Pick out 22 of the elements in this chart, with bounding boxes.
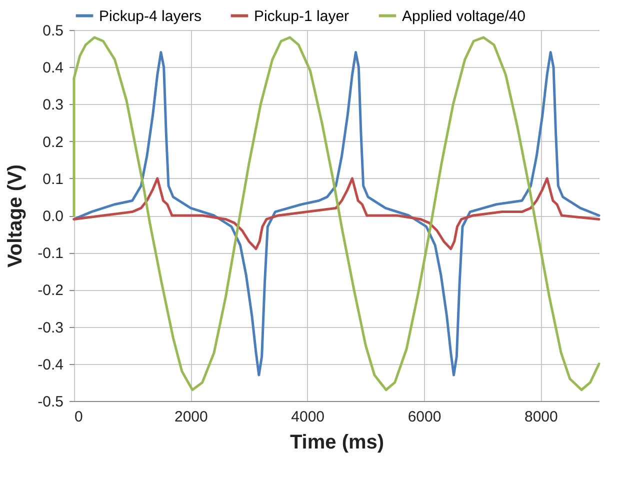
y-tick-label: 0.4	[42, 60, 64, 77]
y-tick-label: -0.4	[38, 356, 64, 374]
y-tick-label: 0.2	[42, 134, 64, 151]
line-series	[72, 177, 600, 250]
y-tick-label: -0.2	[38, 282, 64, 300]
y-tick-label: -0.3	[38, 319, 64, 336]
x-tick-label: 4000	[291, 408, 325, 426]
x-tick-label: 6000	[408, 408, 442, 426]
legend-label: Pickup-1 layer	[254, 8, 350, 25]
y-tick-label: 0.5	[42, 22, 64, 40]
y-tick-label: -0.1	[38, 245, 64, 262]
x-axis-title: Time (ms)	[290, 432, 384, 454]
y-tick-label: 0.1	[42, 170, 64, 188]
y-axis-title: Voltage (V)	[4, 164, 27, 268]
y-tick-label: 0.3	[42, 96, 64, 114]
x-tick-label: 8000	[524, 408, 558, 426]
x-tick-label: 0	[74, 408, 83, 426]
y-tick-label: 0.0	[42, 208, 64, 225]
y-tick-label: -0.5	[38, 394, 64, 410]
legend-label: Applied voltage/40	[402, 8, 526, 25]
legend-label: Pickup-4 layers	[99, 8, 202, 25]
x-tick-label: 2000	[174, 408, 208, 426]
